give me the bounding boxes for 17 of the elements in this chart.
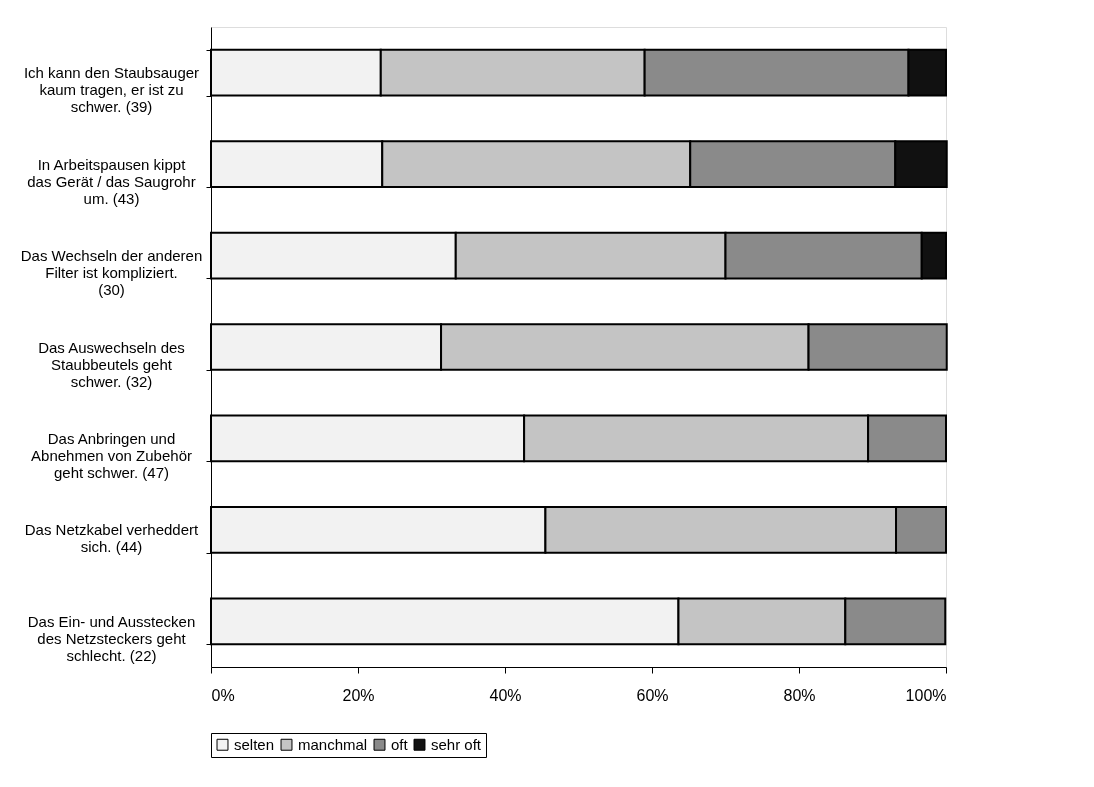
y-tick-label: Das Auswechseln des Staubbeutels geht schwer. (32)	[38, 338, 185, 390]
legend-label: selten	[234, 735, 275, 753]
y-tick-label: Das Anbringen und Abnehmen von Zubehör geht schwer. (47)	[31, 429, 192, 481]
legend-label: manchmal	[298, 735, 368, 753]
x-tick-label: 80%	[783, 686, 816, 704]
y-tick-label: Ich kann den Staubsauger kaum tragen, er ist zu schwer. (39)	[23, 64, 200, 116]
y-tick-label: Das Netzkabel verheddert sich. (44)	[24, 521, 200, 556]
x-tick-label: 60%	[636, 686, 669, 704]
y-tick-label: Das Ein- und Ausstecken des Netzsteckers geht schlecht. (22)	[27, 612, 196, 664]
legend-label: oft	[391, 735, 409, 753]
x-tick-label: 0%	[211, 686, 235, 704]
x-tick-label: 40%	[489, 686, 522, 704]
x-tick-label: 20%	[342, 686, 375, 704]
y-tick-label: In Arbeitspausen kippt das Gerät / das Saugrohr um. (43)	[27, 155, 196, 207]
legend-label: sehr oft	[431, 735, 482, 753]
y-tick-label: Das Wechseln der anderen Filter ist kompliziert. (30)	[20, 247, 203, 299]
x-tick-label: 100%	[905, 686, 947, 704]
